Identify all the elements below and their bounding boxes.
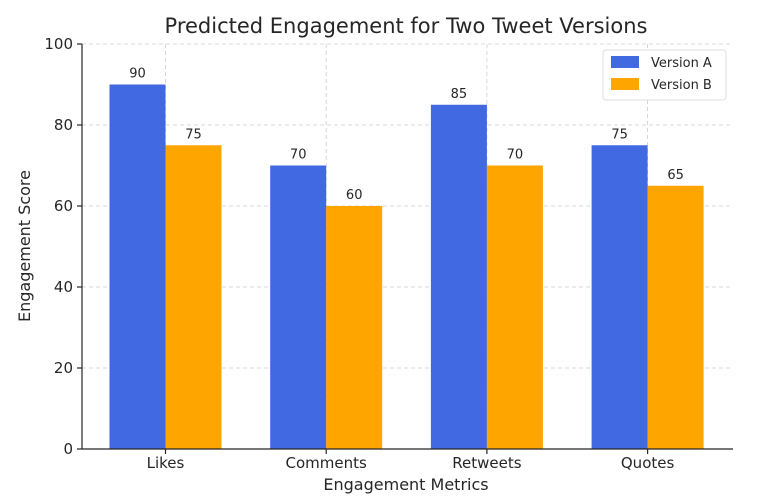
x-tick-label-retweets: Retweets [452,454,521,472]
x-tick-label-quotes: Quotes [621,454,675,472]
data-label-version-a-retweets: 85 [451,87,468,102]
data-label-version-a-likes: 90 [129,67,146,82]
y-tick-label-0: 0 [63,440,73,458]
data-label-version-a-comments: 70 [290,148,307,163]
y-tick-label-100: 100 [44,35,73,53]
bar-version-b-comments [326,206,383,449]
legend-label-version-b: Version B [651,78,712,93]
legend-swatch-version-a [611,56,639,68]
legend-label-version-a: Version A [651,56,712,71]
bar-version-b-retweets [486,165,543,449]
x-tick-label-comments: Comments [286,454,367,472]
bar-version-a-likes [109,84,166,449]
chart-title: Predicted Engagement for Two Tweet Versi… [165,14,648,38]
data-label-version-b-comments: 60 [346,188,363,203]
legend: Version A Version B [602,49,727,101]
bar-version-b-likes [165,145,222,449]
y-tick-label-60: 60 [54,197,73,215]
y-tick-label-40: 40 [54,278,73,296]
bar-version-a-quotes [591,145,648,449]
data-label-version-b-retweets: 70 [507,148,524,163]
ticks: 0 20 40 60 80 100 Likes Comments Retweets Quotes [44,35,674,472]
bars [109,84,704,449]
data-label-version-b-quotes: 65 [667,168,684,183]
y-tick-label-80: 80 [54,116,73,134]
data-labels: 90 70 85 75 75 60 70 65 [129,67,684,204]
data-label-version-b-likes: 75 [185,127,202,142]
x-axis-label: Engagement Metrics [323,475,488,494]
bar-version-a-retweets [430,104,487,449]
data-label-version-a-quotes: 75 [611,127,628,142]
y-tick-label-20: 20 [54,359,73,377]
axes [81,44,733,450]
bar-version-b-quotes [647,185,704,449]
y-axis-label: Engagement Score [15,170,34,322]
legend-swatch-version-b [611,78,639,90]
x-tick-label-likes: Likes [147,454,185,472]
bar-version-a-comments [270,165,327,449]
